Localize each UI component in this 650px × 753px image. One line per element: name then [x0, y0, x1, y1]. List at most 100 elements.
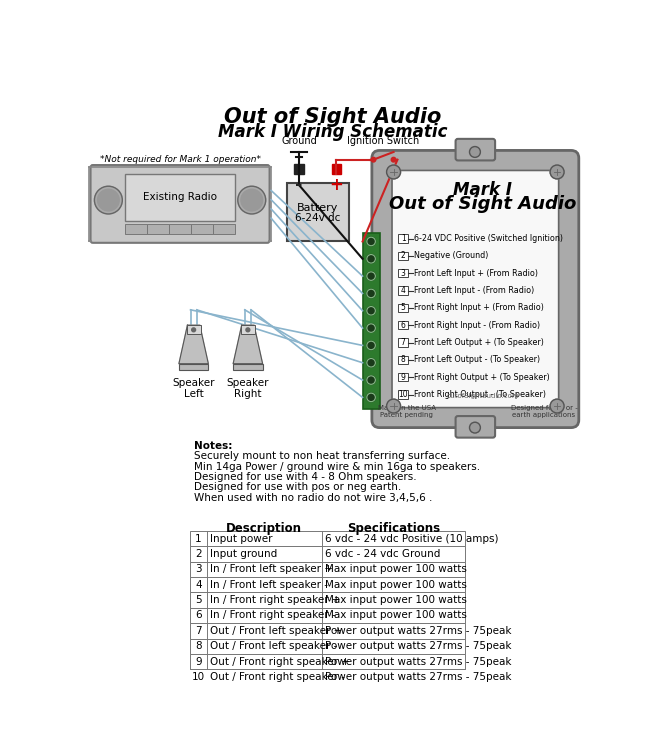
Text: Out of Sight Audio: Out of Sight Audio — [224, 107, 442, 127]
Circle shape — [469, 422, 480, 433]
Text: 8: 8 — [195, 642, 202, 651]
Text: Out / Front left speaker -: Out / Front left speaker - — [210, 642, 337, 651]
Bar — [187, 325, 201, 334]
Bar — [398, 338, 408, 347]
Bar — [398, 252, 408, 260]
Text: 6-24v dc: 6-24v dc — [295, 213, 341, 223]
Text: Front Left Input + (From Radio): Front Left Input + (From Radio) — [415, 269, 538, 278]
Text: Designed for use with 4 - 8 Ohm speakers.: Designed for use with 4 - 8 Ohm speakers… — [194, 472, 416, 482]
Text: Input power: Input power — [210, 533, 272, 544]
Bar — [363, 233, 380, 409]
Text: Battery: Battery — [297, 203, 338, 213]
Text: Min 14ga Power / ground wire & min 16ga to speakers.: Min 14ga Power / ground wire & min 16ga … — [194, 462, 480, 471]
Text: Power output watts 27rms - 75peak: Power output watts 27rms - 75peak — [324, 642, 511, 651]
Bar — [398, 234, 408, 242]
Text: 9: 9 — [401, 373, 406, 382]
Bar — [233, 364, 263, 370]
Text: Power output watts 27rms - 75peak: Power output watts 27rms - 75peak — [324, 626, 511, 636]
Bar — [190, 593, 465, 608]
Text: 10: 10 — [192, 672, 205, 682]
Circle shape — [550, 165, 564, 179]
Text: In / Front left speaker -: In / Front left speaker - — [210, 580, 328, 590]
Circle shape — [387, 165, 400, 179]
Text: Securely mount to non heat transferring surface.: Securely mount to non heat transferring … — [194, 451, 450, 461]
Circle shape — [241, 189, 263, 211]
Text: Front Left Output + (To Speaker): Front Left Output + (To Speaker) — [415, 338, 545, 347]
Text: Mark I: Mark I — [453, 181, 512, 200]
Text: 7: 7 — [401, 338, 406, 347]
Bar — [148, 224, 169, 234]
Text: In / Front left speaker +: In / Front left speaker + — [210, 564, 333, 575]
Circle shape — [391, 157, 396, 162]
Bar — [190, 546, 465, 562]
Text: 6: 6 — [401, 321, 406, 330]
Text: Front Right Output + (To Speaker): Front Right Output + (To Speaker) — [415, 373, 551, 382]
Text: Power output watts 27rms - 75peak: Power output watts 27rms - 75peak — [324, 672, 511, 682]
Text: Out / Front right speaker -: Out / Front right speaker - — [210, 672, 345, 682]
Bar — [398, 390, 408, 399]
Text: 3: 3 — [401, 269, 406, 278]
Text: 5: 5 — [195, 595, 202, 605]
Text: 1: 1 — [401, 234, 406, 243]
Text: 2: 2 — [195, 549, 202, 559]
Bar — [398, 355, 408, 364]
Circle shape — [469, 147, 480, 157]
Text: 10: 10 — [398, 390, 408, 399]
Bar — [179, 364, 209, 370]
Circle shape — [246, 328, 250, 332]
Text: Out / Front left speaker +: Out / Front left speaker + — [210, 626, 342, 636]
Text: 1: 1 — [195, 533, 202, 544]
Polygon shape — [233, 325, 263, 364]
Text: Designed for use with pos or neg earth.: Designed for use with pos or neg earth. — [194, 482, 401, 492]
Text: Front Right Output - (To Speaker): Front Right Output - (To Speaker) — [415, 390, 547, 399]
Circle shape — [367, 272, 375, 280]
Text: Power output watts 27rms - 75peak: Power output watts 27rms - 75peak — [324, 657, 511, 666]
Bar — [190, 577, 465, 593]
Bar — [398, 269, 408, 277]
Text: Negative (Ground): Negative (Ground) — [415, 252, 489, 261]
Circle shape — [367, 289, 375, 297]
FancyBboxPatch shape — [392, 170, 558, 407]
Bar — [190, 639, 465, 654]
Text: Speaker
Right: Speaker Right — [227, 377, 269, 399]
Bar — [190, 562, 465, 577]
Text: Made in the USA
Patent pending: Made in the USA Patent pending — [378, 404, 436, 417]
Circle shape — [367, 255, 375, 263]
Text: 6-24 VDC Positive (Switched Ignition): 6-24 VDC Positive (Switched Ignition) — [415, 234, 564, 243]
Text: Front Right Input + (From Radio): Front Right Input + (From Radio) — [415, 303, 545, 312]
Circle shape — [367, 341, 375, 349]
Bar — [241, 325, 255, 334]
FancyBboxPatch shape — [372, 151, 578, 428]
Text: 9: 9 — [195, 657, 202, 666]
Text: Front Left Input - (From Radio): Front Left Input - (From Radio) — [415, 286, 535, 295]
Bar — [169, 224, 191, 234]
Bar — [398, 321, 408, 330]
Circle shape — [367, 393, 375, 401]
Circle shape — [371, 157, 376, 162]
Circle shape — [238, 186, 266, 214]
Text: 4: 4 — [195, 580, 202, 590]
Text: Designed for + or -
earth applications: Designed for + or - earth applications — [510, 404, 577, 417]
Bar — [294, 164, 304, 173]
Polygon shape — [179, 325, 209, 364]
Text: Max input power 100 watts: Max input power 100 watts — [324, 580, 467, 590]
Bar — [190, 669, 465, 684]
Text: Ground: Ground — [281, 136, 317, 146]
Text: Existing Radio: Existing Radio — [143, 192, 217, 203]
Text: 4: 4 — [401, 286, 406, 295]
Bar — [332, 164, 341, 173]
Circle shape — [94, 186, 122, 214]
Text: 6 vdc - 24 vdc Positive (10 amps): 6 vdc - 24 vdc Positive (10 amps) — [324, 533, 498, 544]
Circle shape — [367, 324, 375, 332]
Text: Max input power 100 watts: Max input power 100 watts — [324, 595, 467, 605]
Text: Max input power 100 watts: Max input power 100 watts — [324, 611, 467, 620]
Bar — [125, 224, 147, 234]
Text: In / Front right speaker -: In / Front right speaker - — [210, 611, 335, 620]
Text: 5: 5 — [401, 303, 406, 312]
Text: In / Front right speaker +: In / Front right speaker + — [210, 595, 341, 605]
Circle shape — [367, 306, 375, 315]
Text: Specifications: Specifications — [346, 522, 440, 535]
Bar — [190, 623, 465, 639]
Text: Speaker
Left: Speaker Left — [172, 377, 215, 399]
Text: Description: Description — [226, 522, 302, 535]
